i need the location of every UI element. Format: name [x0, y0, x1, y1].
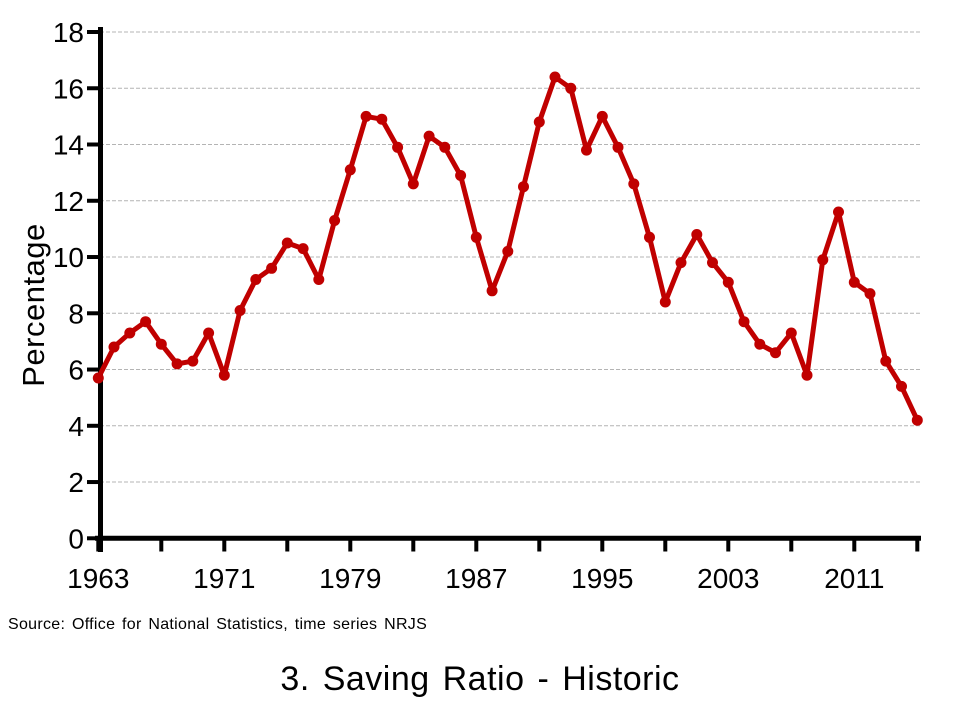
data-point-2008	[801, 369, 813, 381]
data-point-2011	[848, 276, 860, 288]
data-point-1986	[455, 170, 467, 181]
data-point-1974	[266, 262, 278, 274]
data-point-1966	[140, 316, 152, 328]
data-point-2010	[833, 206, 844, 218]
data-point-1973	[250, 274, 262, 285]
x-tick-label-1971: 1971	[193, 563, 255, 594]
data-point-2012	[864, 288, 876, 300]
y-tick-label-4: 4	[68, 411, 84, 442]
x-tick-label-1995: 1995	[571, 563, 633, 594]
data-point-1970	[203, 327, 215, 339]
source-note: Source: Office for National Statistics, …	[8, 616, 428, 633]
data-point-2000	[675, 257, 687, 269]
y-tick-label-16: 16	[53, 73, 84, 104]
data-point-2015	[911, 414, 923, 426]
chart-title: 3. Saving Ratio - Historic	[280, 660, 680, 698]
data-point-1964	[108, 341, 120, 353]
data-point-1991	[533, 116, 545, 128]
data-point-1968	[171, 358, 183, 370]
data-point-2014	[896, 380, 907, 392]
data-point-1988	[486, 285, 498, 297]
data-point-1976	[297, 243, 309, 255]
data-point-1989	[502, 245, 514, 257]
data-point-2013	[880, 355, 892, 367]
data-point-1965	[124, 327, 136, 339]
data-point-2003	[722, 276, 734, 288]
x-tick-label-1987: 1987	[445, 563, 507, 594]
data-point-2006	[770, 347, 781, 359]
data-point-2007	[785, 327, 797, 339]
x-tick-label-1963: 1963	[67, 563, 129, 594]
data-point-1987	[470, 231, 482, 243]
data-point-1982	[392, 141, 404, 153]
data-point-1995	[596, 110, 608, 122]
data-point-2009	[817, 254, 829, 266]
data-point-1963	[92, 372, 104, 384]
data-point-1993	[565, 82, 577, 94]
data-point-1977	[313, 274, 325, 285]
data-point-1999	[659, 296, 671, 308]
x-tick-label-2011: 2011	[824, 563, 884, 594]
data-point-2004	[738, 316, 750, 328]
data-point-1997	[628, 178, 640, 190]
data-point-1967	[155, 338, 167, 350]
data-point-2001	[691, 229, 703, 240]
data-point-1996	[612, 141, 624, 153]
y-axis-title: Percentage	[16, 223, 51, 387]
data-point-1975	[281, 237, 293, 249]
x-tick-label-2003: 2003	[697, 563, 759, 594]
data-point-1992	[549, 71, 561, 83]
data-point-1971	[218, 369, 230, 381]
data-point-1981	[376, 113, 388, 125]
data-point-2005	[754, 338, 766, 350]
y-tick-label-2: 2	[68, 467, 84, 498]
data-point-2002	[707, 257, 718, 269]
y-tick-label-14: 14	[53, 130, 84, 161]
data-point-1994	[581, 144, 592, 156]
y-tick-label-10: 10	[53, 242, 84, 273]
x-tick-label-1979: 1979	[319, 563, 381, 594]
data-point-1985	[439, 141, 451, 153]
y-tick-label-6: 6	[68, 355, 84, 386]
data-point-1980	[360, 110, 372, 122]
data-point-1983	[407, 178, 419, 190]
data-point-1984	[423, 130, 435, 142]
y-tick-label-8: 8	[68, 298, 84, 329]
data-point-1990	[518, 181, 529, 193]
y-tick-label-0: 0	[68, 523, 84, 554]
y-tick-label-18: 18	[53, 17, 84, 48]
data-point-1998	[644, 231, 655, 243]
data-point-1972	[234, 305, 246, 316]
data-point-1969	[187, 355, 199, 367]
y-tick-label-12: 12	[53, 186, 84, 217]
data-point-1978	[329, 215, 341, 226]
data-point-1979	[344, 164, 356, 176]
